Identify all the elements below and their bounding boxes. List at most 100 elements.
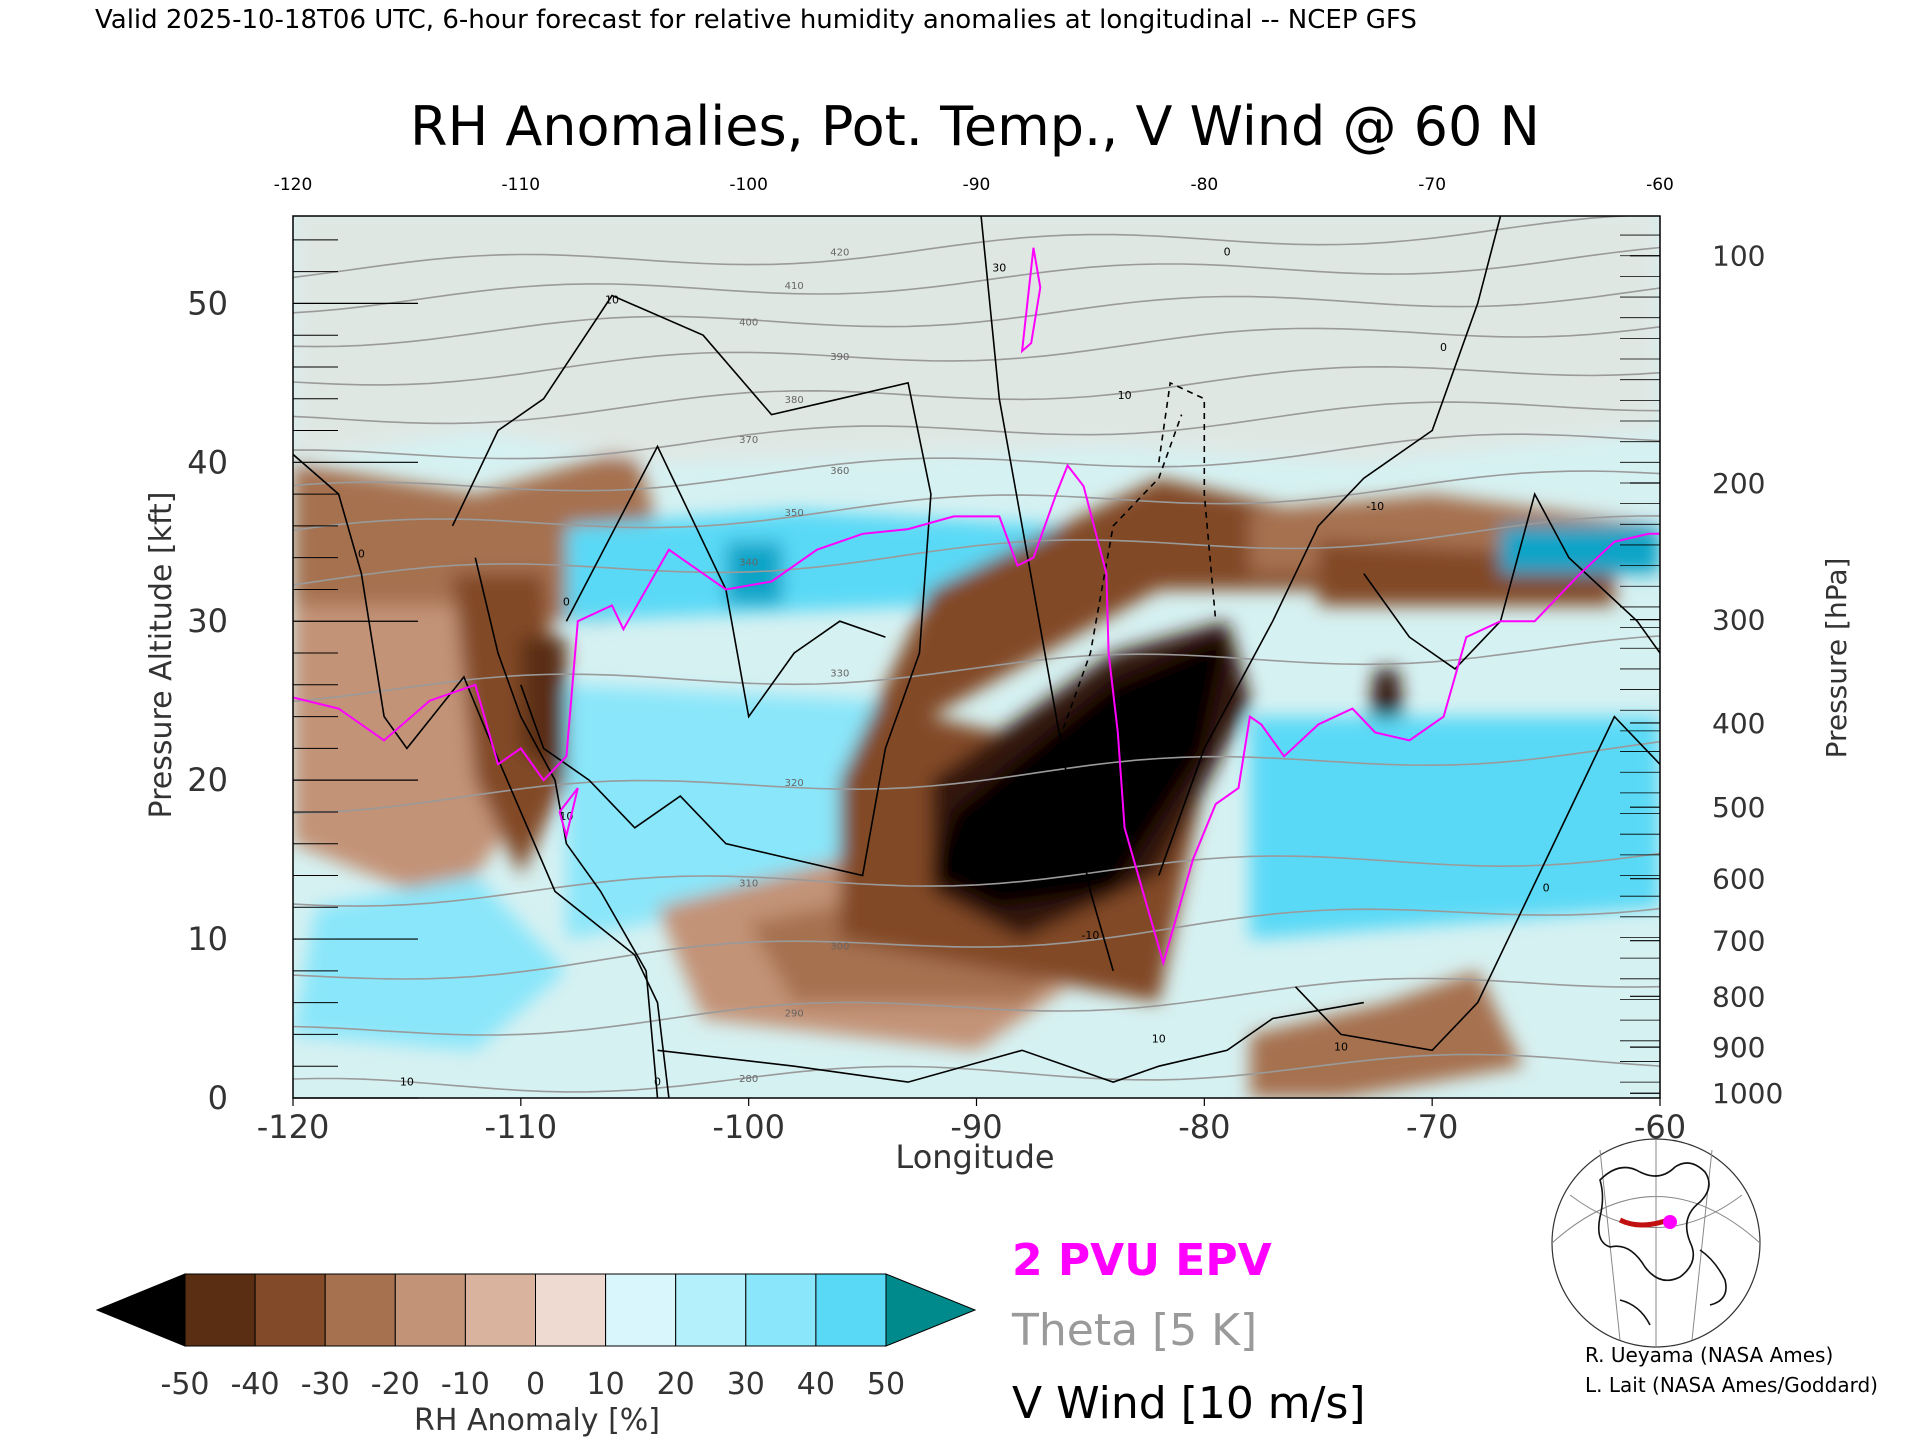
v-wind-contour — [565, 444, 886, 719]
theta-contour-label: 290 — [785, 1008, 804, 1019]
x-tick-label: -90 — [950, 1108, 1002, 1146]
v-wind-contour-label: 0 — [1224, 246, 1231, 259]
theta-contour-label: 280 — [739, 1074, 758, 1085]
colorbar-tick-label: 10 — [587, 1367, 625, 1402]
colorbar-tick-label: 0 — [526, 1367, 545, 1402]
colorbar-min-arrow — [95, 1273, 186, 1347]
x-axis-bottom: -120 -110 -100 -90 -80 -70 -60 — [257, 1098, 1686, 1146]
y-tick-label: 30 — [187, 602, 228, 640]
rh-anomaly-field — [293, 216, 1660, 1098]
colorbar-swatch — [394, 1273, 466, 1347]
colorbar-swatch — [675, 1273, 747, 1347]
map-coastlines — [1597, 1162, 1727, 1326]
v-wind-contour-label: 0 — [1543, 881, 1550, 894]
theta-contour-label: 410 — [785, 281, 804, 292]
y-axis-left: 0 10 20 30 40 50 — [187, 239, 418, 1117]
plot-title: RH Anomalies, Pot. Temp., V Wind @ 60 N — [410, 95, 1540, 158]
theta-contour — [293, 365, 1660, 425]
valid-time-header: Valid 2025-10-18T06 UTC, 6-hour forecast… — [95, 5, 1417, 35]
map-graticule — [1551, 1139, 1761, 1347]
credit-line-2: L. Lait (NASA Ames/Goddard) — [1585, 1373, 1878, 1397]
theta-contour — [293, 635, 1660, 703]
pressure-minor-ticks — [1620, 234, 1660, 1083]
x-tick-label: -80 — [1178, 1108, 1230, 1146]
x-tick-label: -100 — [712, 1108, 785, 1146]
v-wind-contour — [1294, 715, 1660, 1052]
theta-contour — [293, 216, 1638, 279]
theta-contour — [293, 1053, 1660, 1093]
theta-contour — [293, 470, 1660, 532]
epv-2pvu-contour — [293, 247, 1660, 967]
colorbar-swatch — [745, 1273, 817, 1347]
v-wind-contour-label: -10 — [1081, 929, 1099, 942]
theta-contour — [293, 246, 1660, 314]
v-wind-contour-label: 10 — [605, 293, 619, 306]
colorbar-swatch — [464, 1273, 536, 1347]
y-tick-label: 0 — [208, 1079, 228, 1117]
x-top-tick-label: -60 — [1646, 175, 1674, 195]
x-top-tick-label: -120 — [274, 175, 313, 195]
v-wind-contour-label: 10 — [1334, 1040, 1348, 1053]
pressure-tick-label: 200 — [1712, 467, 1765, 500]
y-axis-right: 100 200 300 400 500 600 700 800 900 1000 — [1630, 240, 1783, 1110]
colorbar-swatch — [535, 1273, 607, 1347]
y-tick-label: 20 — [187, 761, 228, 799]
x-top-tick-label: -70 — [1418, 175, 1446, 195]
theta-contour-label: 350 — [785, 508, 804, 519]
v-wind-contour — [1044, 414, 1183, 781]
theta-contour-label: 360 — [830, 466, 849, 477]
v-wind-contour-label: 10 — [400, 1075, 414, 1088]
x-axis-top: -120 -110 -100 -90 -80 -70 -60 — [274, 175, 1674, 195]
legend-epv: 2 PVU EPV — [1012, 1235, 1272, 1286]
colorbar-tick-label: -40 — [231, 1367, 280, 1402]
x-top-tick-label: -90 — [963, 175, 991, 195]
y-tick-label: 50 — [187, 284, 228, 322]
x-top-tick-label: -100 — [729, 175, 768, 195]
theta-contour-label: 370 — [739, 435, 758, 446]
rh-anomaly-region — [293, 216, 1660, 463]
colorbar-tick-label: 40 — [797, 1367, 835, 1402]
v-wind-contour — [1158, 381, 1217, 622]
theta-contour-label: 320 — [785, 778, 804, 789]
x-axis-label: Longitude — [895, 1138, 1054, 1176]
colorbar-tick-label: 20 — [657, 1367, 695, 1402]
x-tick-label: -120 — [257, 1108, 330, 1146]
x-tick-label: -110 — [485, 1108, 558, 1146]
x-tick-label: -70 — [1406, 1108, 1458, 1146]
x-top-tick-label: -80 — [1190, 175, 1218, 195]
rh-anomaly-region — [293, 875, 567, 1051]
rh-anomaly-region — [725, 541, 783, 606]
pressure-tick-label: 100 — [1712, 240, 1765, 273]
y-tick-label: 10 — [187, 920, 228, 958]
pressure-tick-label: 900 — [1712, 1031, 1765, 1064]
epv-contour-island — [558, 787, 579, 840]
theta-contour-label: 390 — [830, 352, 849, 363]
v-wind-contour-label: 0 — [563, 595, 570, 608]
theta-contour-label: 420 — [830, 248, 849, 259]
plot-area: 2802903003103203303403503603703803904004… — [187, 175, 1783, 1146]
v-wind-contour-label: 0 — [1440, 341, 1447, 354]
theta-contour-label: 380 — [785, 395, 804, 406]
pressure-tick-label: 300 — [1712, 604, 1765, 637]
theta-contour-label: 400 — [739, 317, 758, 328]
theta-contour — [293, 287, 1660, 348]
theta-contours: 2802903003103203303403503603703803904004… — [293, 216, 1660, 1093]
colorbar-swatch — [254, 1273, 326, 1347]
rh-anomaly-region — [930, 637, 1228, 908]
colorbar-title: RH Anomaly [%] — [414, 1403, 660, 1438]
v-wind-contour — [980, 216, 1114, 972]
v-wind-contour — [1158, 216, 1502, 876]
map-marker — [1663, 1215, 1677, 1229]
pressure-tick-label: 700 — [1712, 925, 1765, 958]
credit-line-1: R. Ueyama (NASA Ames) — [1585, 1343, 1833, 1367]
theta-contour-label: 310 — [739, 878, 758, 889]
colorbar-tick-label: 50 — [867, 1367, 905, 1402]
locator-map — [1551, 1138, 1761, 1348]
pressure-axis-label: Pressure [hPa] — [1820, 558, 1853, 759]
theta-contour — [293, 740, 1660, 814]
v-wind-contour — [451, 294, 932, 877]
rh-anomaly-region — [520, 637, 567, 781]
v-wind-contour-label: 30 — [992, 262, 1006, 275]
